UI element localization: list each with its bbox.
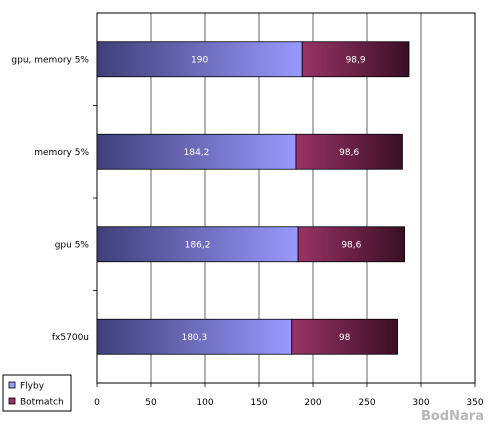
x-tick-label: 350: [466, 398, 483, 408]
x-tick-label: 150: [250, 398, 267, 408]
category-label: gpu, memory 5%: [11, 55, 89, 65]
bar-flyby: [96, 226, 299, 263]
bar-flyby: [96, 133, 297, 170]
legend-box: [2, 374, 72, 412]
tick-labels: 0 50 100 150 200 250 300 350: [94, 398, 484, 408]
category-label: fx5700u: [52, 333, 89, 343]
legend-label-botmatch: Botmatch: [20, 398, 64, 408]
bars: 190 98,9 184,2 98,6 186,2 98,6 180,3 98: [96, 41, 410, 355]
data-label-botmatch: 98,6: [339, 148, 359, 158]
data-label-botmatch: 98: [339, 333, 351, 343]
legend-label-flyby: Flyby: [20, 382, 45, 392]
legend: Flyby Botmatch: [2, 374, 72, 412]
legend-swatch-botmatch: [8, 397, 16, 405]
category-label: memory 5%: [34, 148, 89, 158]
category-label: gpu 5%: [55, 240, 90, 250]
x-tick-label: 0: [94, 398, 100, 408]
watermark: BodNara: [421, 409, 484, 424]
x-tick-label: 300: [412, 398, 429, 408]
data-label-flyby: 190: [191, 55, 208, 65]
bar-botmatch: [291, 318, 398, 355]
x-tick-label: 200: [304, 398, 321, 408]
x-tick-label: 250: [358, 398, 375, 408]
category-labels: gpu, memory 5% memory 5% gpu 5% fx5700u: [11, 55, 97, 343]
data-label-flyby: 186,2: [185, 240, 211, 250]
bar-botmatch: [301, 41, 410, 78]
data-label-flyby: 184,2: [184, 148, 210, 158]
data-label-flyby: 180,3: [181, 333, 207, 343]
legend-swatch-flyby: [8, 381, 16, 389]
data-label-botmatch: 98,6: [341, 240, 361, 250]
x-tick-label: 100: [196, 398, 213, 408]
x-tick-label: 50: [145, 398, 157, 408]
bar-botmatch: [297, 226, 405, 263]
bar-flyby: [96, 318, 293, 355]
bar-flyby: [96, 41, 303, 78]
data-label-botmatch: 98,9: [346, 55, 366, 65]
bar-botmatch: [295, 133, 403, 170]
